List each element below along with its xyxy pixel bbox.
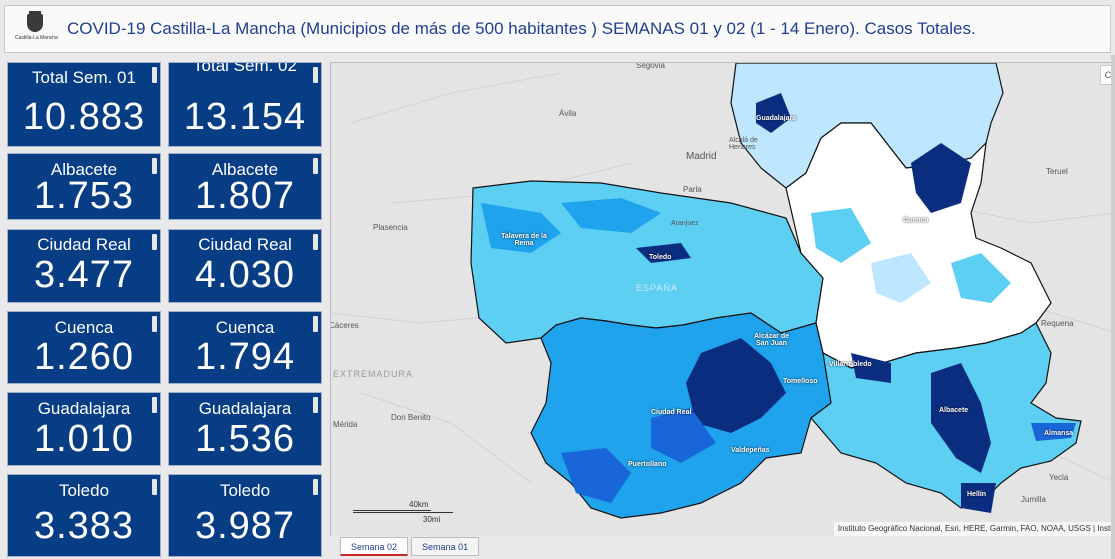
scroll-handle[interactable] <box>152 479 157 495</box>
scroll-handle[interactable] <box>313 67 318 83</box>
tile-value: 1.010 <box>33 418 135 460</box>
scroll-handle[interactable] <box>152 234 157 250</box>
tile-value: 3.383 <box>33 505 135 547</box>
tile-total-week-01[interactable]: Total Sem. 01 10.883 <box>7 62 161 147</box>
city-tomelloso: Tomelloso <box>783 378 818 385</box>
tile-value: 1.753 <box>33 175 135 217</box>
tile-total-week-02[interactable]: Total Sem. 02 13.154 <box>168 62 322 147</box>
city-talavera: Talavera de la Reina <box>501 233 547 247</box>
place-madrid: Madrid <box>686 151 717 162</box>
tile-guadalajara-week-01[interactable]: Guadalajara 1.010 <box>7 392 161 466</box>
tile-cuenca-week-02[interactable]: Cuenca 1.794 <box>168 311 322 384</box>
region-extremadura: EXTREMADURA <box>333 369 414 379</box>
scroll-handle[interactable] <box>152 67 157 83</box>
jccm-logo: Castilla-La Mancha <box>15 11 58 47</box>
tile-label: Albacete <box>50 160 118 179</box>
tab-bar: Semana 02 Semana 01 <box>340 537 482 557</box>
tile-cuenca-week-01[interactable]: Cuenca 1.260 <box>7 311 161 384</box>
tile-albacete-week-01[interactable]: Albacete 1.753 <box>7 153 161 220</box>
city-guadalajara: Guadalajara <box>756 115 797 122</box>
tile-value: 1.260 <box>33 336 135 378</box>
scroll-handle[interactable] <box>152 397 157 413</box>
place-merida: Mérida <box>333 420 358 429</box>
tile-value: 1.794 <box>194 336 296 378</box>
tile-ciudad-real-week-01[interactable]: Ciudad Real 3.477 <box>7 229 161 303</box>
place-segovia: Segovia <box>636 62 665 70</box>
tile-albacete-week-02[interactable]: Albacete 1.807 <box>168 153 322 220</box>
tile-label: Ciudad Real <box>37 235 131 254</box>
region-espana: ESPAÑA <box>636 283 678 293</box>
city-cuenca: Cuenca <box>903 217 929 224</box>
place-don-benito: Don Benito <box>391 413 431 422</box>
tile-value: 13.154 <box>183 96 307 138</box>
tile-toledo-week-02[interactable]: Toledo 3.987 <box>168 474 322 557</box>
tile-label: Guadalajara <box>37 399 131 418</box>
tile-value: 4.030 <box>194 254 296 296</box>
dashboard-header: Castilla-La Mancha COVID-19 Castilla-La … <box>4 5 1111 53</box>
tile-label: Toledo <box>58 481 110 500</box>
scroll-handle[interactable] <box>152 316 157 332</box>
tile-label: Cuenca <box>54 318 114 337</box>
city-puertollano: Puertollano <box>628 461 667 468</box>
tile-label: Guadalajara <box>198 399 292 418</box>
tile-label: Total Sem. 02 <box>193 62 297 75</box>
city-albacete: Albacete <box>939 407 969 414</box>
scroll-handle[interactable] <box>313 316 318 332</box>
place-requena: Requena <box>1041 319 1074 328</box>
scale-bar: 40km 30mi <box>353 500 463 524</box>
scroll-handle[interactable] <box>313 234 318 250</box>
tile-guadalajara-week-02[interactable]: Guadalajara 1.536 <box>168 392 322 466</box>
logo-text: Castilla-La Mancha <box>15 35 58 41</box>
tile-value: 3.987 <box>194 505 296 547</box>
scroll-handle[interactable] <box>313 158 318 174</box>
place-yecla: Yecla <box>1049 473 1069 482</box>
tile-value: 10.883 <box>22 96 146 138</box>
city-hellin: Hellín <box>967 491 987 498</box>
scroll-handle[interactable] <box>152 158 157 174</box>
city-almansa: Almansa <box>1044 430 1074 437</box>
scroll-handle[interactable] <box>313 479 318 495</box>
tile-value: 1.536 <box>194 418 296 460</box>
map-canvas[interactable] <box>331 63 1115 536</box>
tile-toledo-week-01[interactable]: Toledo 3.383 <box>7 474 161 557</box>
city-toledo: Toledo <box>649 254 672 261</box>
tile-label: Toledo <box>219 481 271 500</box>
choropleth-map[interactable]: Segovia Ávila Madrid Alcalá de Henares P… <box>330 62 1115 536</box>
tile-label: Ciudad Real <box>198 235 292 254</box>
place-avila: Ávila <box>559 109 577 118</box>
tab-semana-02[interactable]: Semana 02 <box>340 537 409 556</box>
place-alcala: Alcalá de Henares <box>729 137 758 151</box>
place-caceres: Cáceres <box>330 321 359 330</box>
city-villarrobledo: Villarrobledo <box>829 361 872 368</box>
tile-label: Total Sem. 01 <box>32 68 136 87</box>
place-aranjuez: Aranjuez <box>671 220 699 227</box>
scroll-handle[interactable] <box>313 397 318 413</box>
scale-km: 40km <box>409 500 429 509</box>
place-plasencia: Plasencia <box>373 223 408 232</box>
city-alcazar: Alcázar de San Juan <box>753 333 790 347</box>
place-teruel: Teruel <box>1046 167 1068 176</box>
right-scrollbar[interactable] <box>1111 55 1115 559</box>
tab-semana-01[interactable]: Semana 01 <box>411 537 480 556</box>
place-parla: Parla <box>683 185 702 194</box>
tile-value: 3.477 <box>33 254 135 296</box>
scale-mi: 30mi <box>423 515 441 524</box>
tile-value: 1.807 <box>194 175 296 217</box>
map-attribution: Instituto Geográfico Nacional, Esri, HER… <box>833 522 1115 536</box>
tile-ciudad-real-week-02[interactable]: Ciudad Real 4.030 <box>168 229 322 303</box>
city-valdepenas: Valdepeñas <box>731 447 770 454</box>
tile-label: Albacete <box>211 160 279 179</box>
dashboard-title: COVID-19 Castilla-La Mancha (Municipios … <box>67 19 976 38</box>
tile-label: Cuenca <box>215 318 275 337</box>
choropleth-layer <box>470 63 1082 519</box>
city-ciudad-real: Ciudad Real <box>651 409 692 416</box>
place-jumilla: Jumilla <box>1021 495 1046 504</box>
